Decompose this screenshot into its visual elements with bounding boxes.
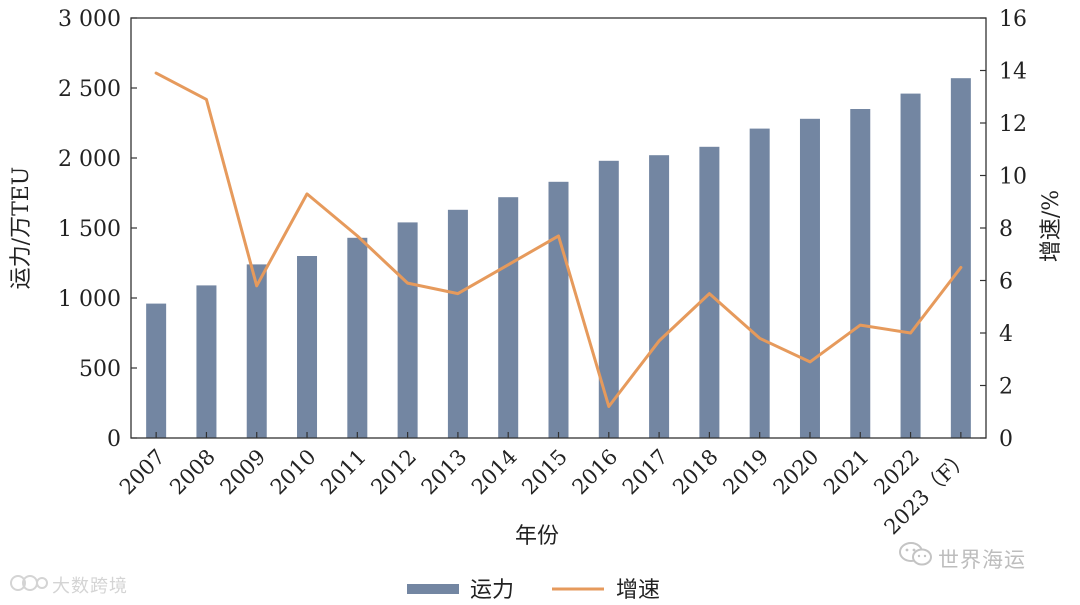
x-tick-label: 2016: [568, 445, 623, 500]
bar-2016: [598, 160, 619, 439]
x-axis-title: 年份: [515, 524, 559, 549]
y2-tick-label: 8: [999, 217, 1013, 242]
y-tick-label: 500: [79, 357, 121, 382]
bar-2010: [297, 256, 318, 438]
y2-axis-title: 增速/%: [1039, 190, 1064, 262]
bar-2019: [749, 128, 770, 438]
y2-tick-label: 2: [999, 375, 1013, 400]
y-axis-title: 运力/万TEU: [9, 167, 34, 290]
x-tick-label: 2008: [165, 445, 220, 500]
x-tick-label: 2011: [316, 445, 371, 500]
x-tick-label: 2021: [819, 445, 874, 500]
y-tick-label: 2 000: [58, 147, 121, 172]
wechat-icon: [898, 540, 934, 568]
x-tick-label: 2010: [266, 445, 321, 500]
bar-2017: [649, 155, 670, 438]
y2-tick-label: 10: [999, 165, 1027, 190]
x-tick-label: 2013: [417, 445, 472, 500]
legend-label-growth: 增速: [616, 578, 660, 603]
bar-2011: [347, 237, 368, 438]
y-tick-label: 1 500: [58, 217, 121, 242]
y-tick-label: 3 000: [58, 7, 121, 32]
y-tick-label: 2 500: [58, 77, 121, 102]
watermark-right: 世界海运: [938, 548, 1026, 572]
x-tick-label: 2014: [467, 445, 522, 500]
y-tick-label: 0: [107, 427, 121, 452]
bar-2009: [246, 264, 267, 438]
x-tick-label: 2017: [618, 445, 673, 500]
bar-2015: [548, 181, 569, 439]
x-tick-label: 2015: [517, 445, 572, 500]
bar-2012: [397, 222, 418, 438]
legend-label-capacity: 运力: [470, 578, 514, 603]
y2-tick-label: 14: [999, 60, 1027, 85]
legend-swatch-capacity: [407, 584, 459, 594]
x-tick-label: 2019: [718, 445, 773, 500]
watermark-left: 大数跨境: [52, 576, 128, 597]
x-tick-label: 2007: [115, 445, 170, 500]
x-tick-label: 2012: [366, 445, 421, 500]
x-tick-label: 2018: [668, 445, 723, 500]
bar-2014: [498, 197, 519, 438]
bar-2023（F）: [950, 78, 971, 438]
logo-icon: [8, 572, 50, 594]
y2-tick-label: 4: [999, 322, 1013, 347]
bar-2022: [900, 93, 921, 438]
y2-tick-label: 16: [999, 7, 1027, 32]
bar-2020: [799, 118, 820, 439]
y2-tick-label: 0: [999, 427, 1013, 452]
x-tick-label: 2020: [769, 445, 824, 500]
bar-2007: [146, 303, 167, 438]
bar-2013: [447, 209, 468, 438]
bar-2008: [196, 285, 217, 438]
y-tick-label: 1 000: [58, 287, 121, 312]
y2-tick-label: 12: [999, 112, 1027, 137]
bar-2021: [850, 109, 871, 438]
y2-tick-label: 6: [999, 270, 1013, 295]
x-tick-label: 2009: [216, 445, 271, 500]
